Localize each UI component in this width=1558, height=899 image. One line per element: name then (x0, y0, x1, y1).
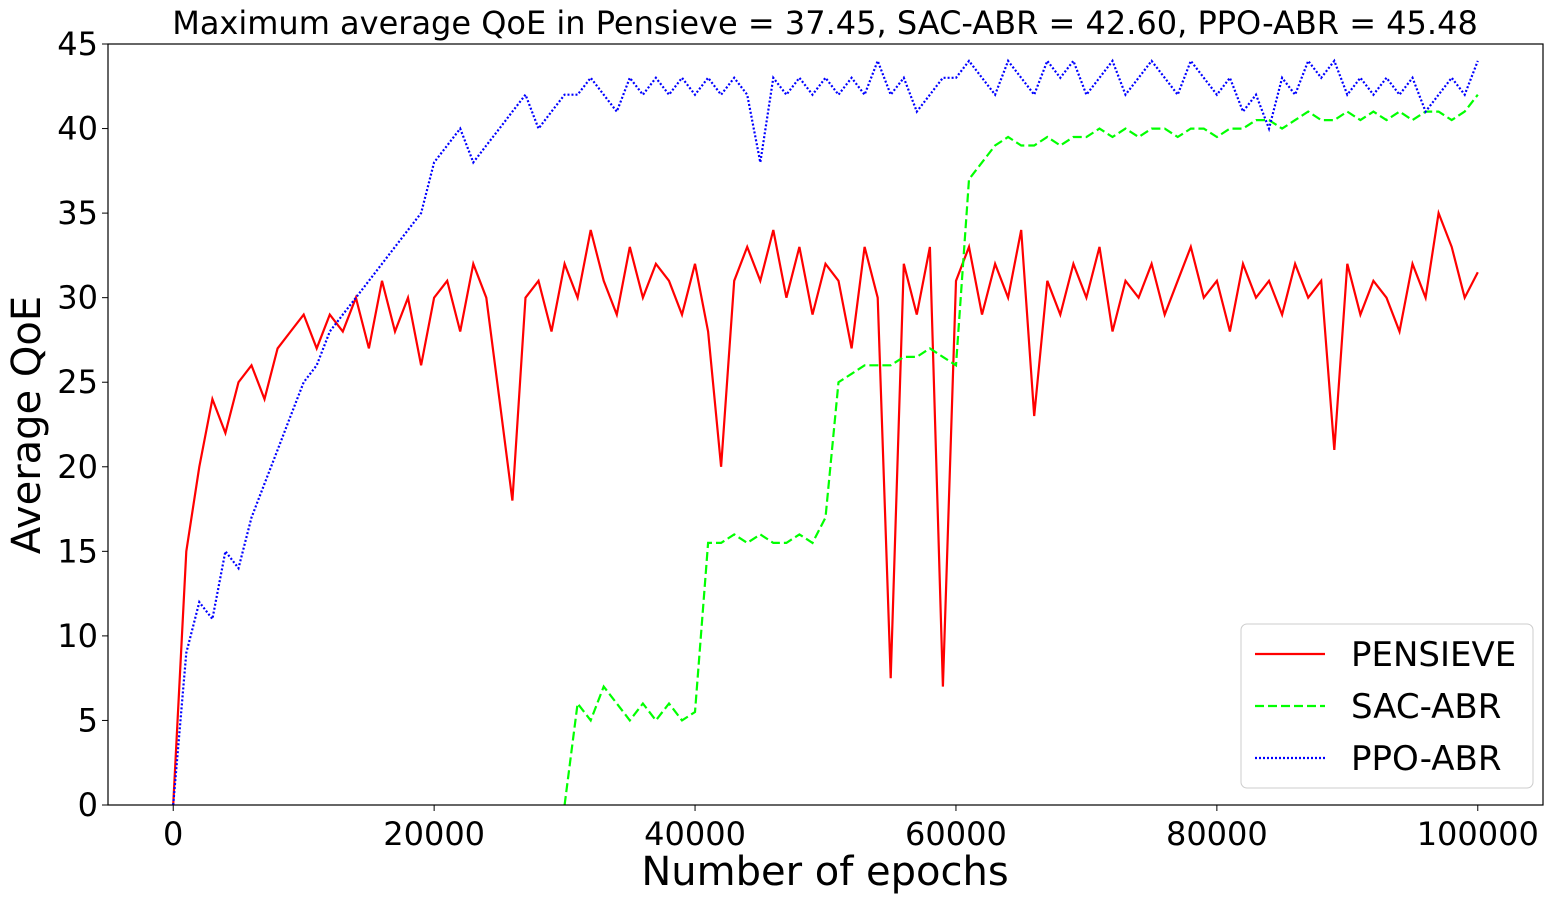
y-tick-label: 35 (57, 194, 98, 232)
series-line (172, 208, 1479, 806)
y-tick-label: 25 (57, 363, 98, 401)
y-tick-label: 5 (78, 701, 98, 739)
y-tick-label: 15 (57, 532, 98, 570)
x-tick-label: 0 (163, 815, 183, 853)
legend: PENSIEVE SAC-ABR PPO-ABR (1240, 623, 1534, 789)
x-tick-label: 80000 (1166, 815, 1268, 853)
y-tick-label: 0 (78, 786, 98, 824)
y-tick-label: 30 (57, 279, 98, 317)
plot-frame (107, 43, 1544, 806)
y-tick-label: 45 (57, 25, 98, 63)
y-tick-label: 40 (57, 110, 98, 148)
x-axis-label: Number of epochs (641, 849, 1008, 895)
y-axis-label: Average QoE (4, 296, 50, 554)
x-tick-label: 20000 (383, 815, 485, 853)
legend-label: PPO-ABR (1351, 739, 1501, 779)
legend-label: SAC-ABR (1351, 687, 1501, 727)
series-line (563, 94, 1479, 806)
y-tick-label: 10 (57, 617, 98, 655)
legend-label: PENSIEVE (1351, 635, 1516, 675)
y-tick-label: 20 (57, 448, 98, 486)
series-line (172, 57, 1479, 806)
legend-box (1240, 623, 1534, 789)
x-tick-label: 40000 (644, 815, 746, 853)
x-tick-label: 60000 (905, 815, 1007, 853)
x-tick-label: 100000 (1417, 815, 1539, 853)
chart-title: Maximum average QoE in Pensieve = 37.45,… (172, 4, 1478, 42)
